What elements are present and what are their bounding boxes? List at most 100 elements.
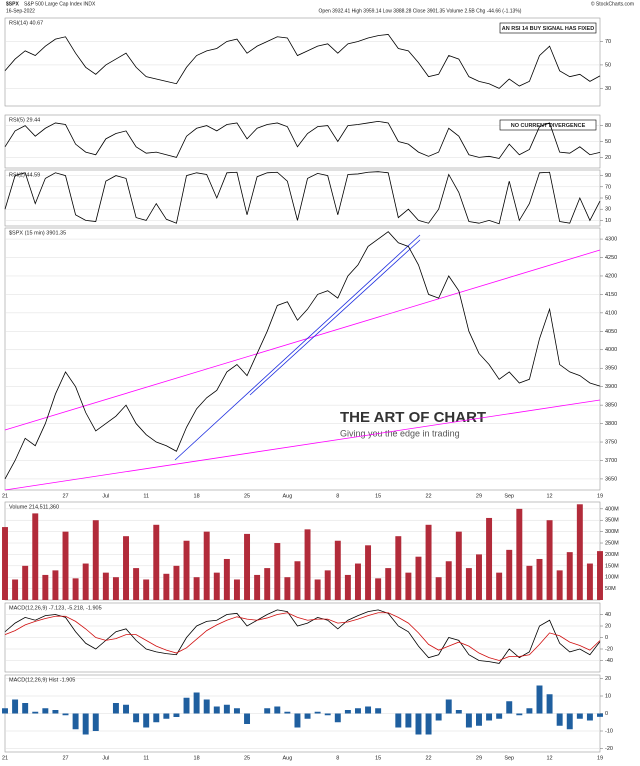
bar: [546, 520, 553, 600]
bar: [506, 549, 513, 600]
bar: [425, 524, 432, 600]
bar: [536, 685, 543, 714]
bar: [173, 565, 180, 600]
y-tick-label: 20: [605, 623, 611, 629]
bar: [82, 563, 89, 600]
panels: 30 50 70 RSI(14) 40.67 AN RSI 14 BUY SIGNAL …: [2, 17, 619, 761]
bar: [233, 708, 240, 714]
bar: [455, 531, 462, 600]
bar: [566, 552, 573, 600]
bar: [32, 711, 39, 714]
bar: [2, 708, 8, 714]
bar: [193, 577, 200, 600]
y-tick-label: 4300: [605, 237, 617, 243]
annotation: NO CURRENT DIVERGENCE: [511, 123, 586, 129]
x-tick-label: 8: [336, 493, 339, 499]
x-tick-label: Jul: [102, 493, 109, 499]
y-tick-label: 70: [605, 39, 611, 45]
bar: [284, 711, 291, 714]
x-tick-label: 19: [597, 493, 603, 499]
bar: [445, 699, 452, 714]
bar: [576, 504, 583, 600]
trendline: [4, 399, 601, 491]
bar: [476, 713, 482, 726]
bar: [62, 531, 69, 600]
y-tick-label: 3650: [605, 476, 617, 482]
panel-frame: [4, 227, 601, 491]
bar: [576, 713, 583, 719]
bar: [496, 572, 503, 600]
bar: [153, 524, 160, 600]
annotation: AN RSI 14 BUY SIGNAL HAS FIXED: [502, 26, 594, 32]
x-tick-label: 12: [547, 493, 553, 499]
y-tick-label: 30: [605, 86, 611, 92]
bar: [516, 508, 523, 600]
y-tick-label: 90: [605, 173, 611, 179]
bar: [314, 579, 321, 600]
y-tick-label: 4200: [605, 273, 617, 279]
panel-frame: [4, 17, 601, 107]
bar: [112, 703, 119, 714]
bar: [465, 713, 472, 728]
bar: [92, 520, 99, 600]
x-tick-label: Sep: [504, 493, 514, 499]
bar: [223, 558, 230, 600]
bar: [12, 699, 19, 714]
panel-title: RSI(5) 29.44: [9, 117, 40, 123]
credit: © StockCharts.com: [591, 0, 634, 7]
y-tick-label: 10: [605, 693, 611, 699]
bar: [102, 572, 109, 600]
bar: [597, 713, 603, 717]
bar: [405, 713, 412, 728]
x-tick-label: 19: [597, 755, 603, 761]
bar: [183, 697, 190, 714]
bar: [112, 577, 119, 600]
bar: [354, 708, 361, 714]
x-tick-label: 27: [62, 493, 68, 499]
y-tick-label: 50M: [605, 586, 616, 592]
x-tick-label: 27: [62, 755, 68, 761]
y-tick-label: 30: [605, 207, 611, 213]
bar: [465, 568, 472, 600]
bar: [12, 579, 19, 600]
bar: [284, 577, 291, 600]
bar: [566, 713, 573, 730]
x-tick-label: 21: [2, 755, 8, 761]
bar: [536, 558, 543, 600]
y-tick-label: 100M: [605, 575, 619, 581]
y-tick-label: -20: [605, 746, 613, 752]
y-tick-label: 3700: [605, 458, 617, 464]
y-tick-label: 80: [605, 123, 611, 129]
y-tick-label: -10: [605, 728, 613, 734]
bar: [244, 713, 251, 724]
y-tick-label: 20: [605, 676, 611, 682]
y-tick-label: 20: [605, 155, 611, 161]
bar: [42, 574, 49, 600]
trendline: [174, 234, 421, 461]
bar: [22, 565, 29, 600]
bar: [264, 568, 271, 600]
y-tick-label: 3800: [605, 421, 617, 427]
bar: [153, 713, 160, 723]
bar: [586, 713, 593, 721]
y-tick-label: 350M: [605, 518, 619, 524]
quote: Open 3932.41 High 3959.14 Low 3888.28 Cl…: [319, 8, 522, 14]
x-tick-label: 22: [425, 493, 431, 499]
panel-title: RSI(14) 40.67: [9, 20, 43, 26]
bar: [395, 536, 402, 600]
bar: [274, 543, 281, 600]
bar: [203, 699, 210, 714]
bar: [42, 708, 49, 714]
series-line: [4, 34, 601, 89]
x-tick-label: 21: [2, 493, 8, 499]
bar: [506, 701, 513, 714]
bar: [2, 527, 8, 600]
bar: [133, 568, 140, 600]
x-tick-label: 15: [375, 755, 381, 761]
bar: [496, 713, 503, 719]
x-tick-label: 25: [244, 755, 250, 761]
bar: [435, 577, 442, 600]
panel-title: MACD(12,26,9) Hist -1.905: [9, 677, 75, 683]
y-tick-label: 4050: [605, 329, 617, 335]
